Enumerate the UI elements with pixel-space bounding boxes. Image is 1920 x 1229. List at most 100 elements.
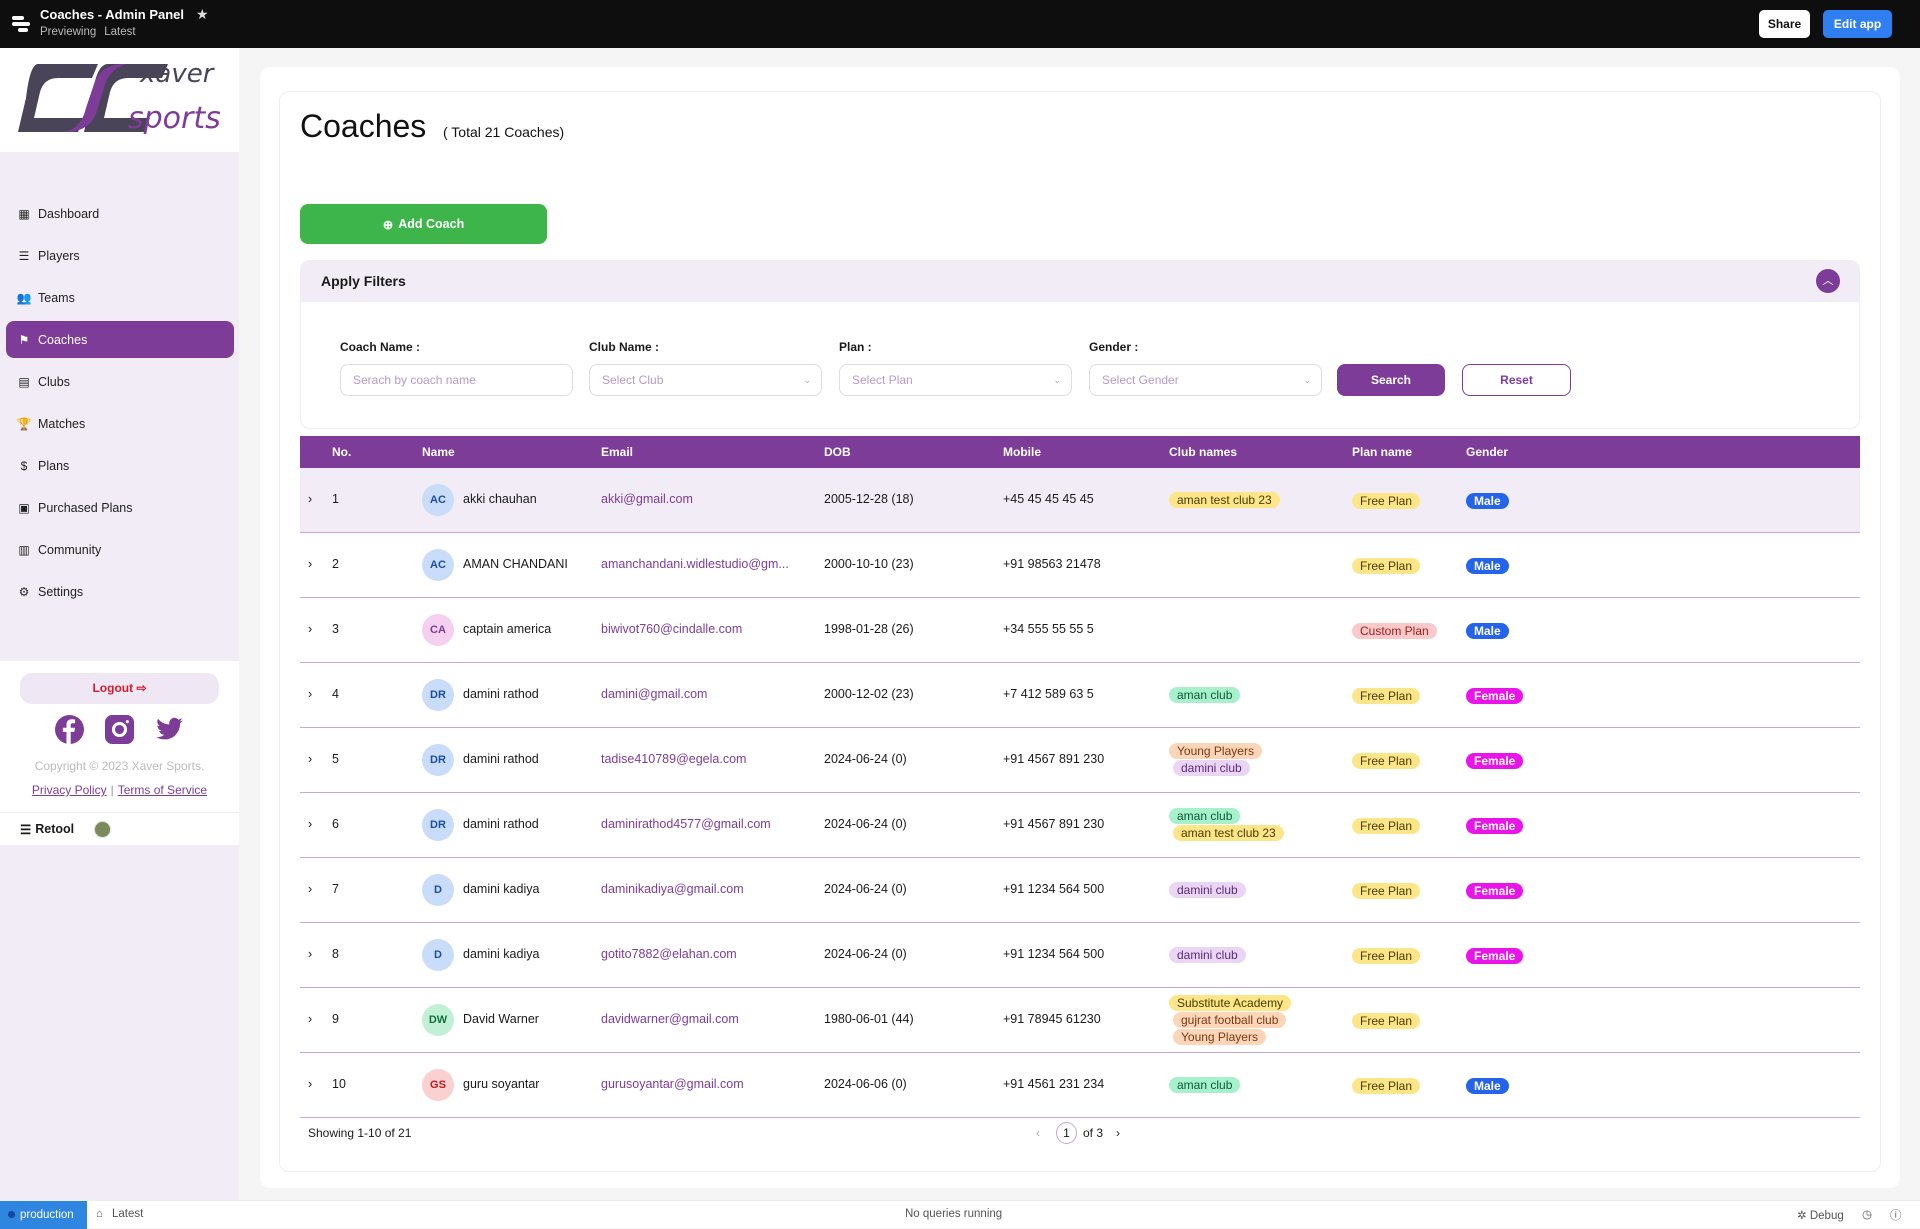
col-no[interactable]: No. bbox=[332, 445, 352, 459]
plan-placeholder: Select Plan bbox=[852, 373, 913, 387]
twitter-icon[interactable] bbox=[155, 715, 184, 744]
expand-chevron-icon[interactable]: › bbox=[308, 622, 313, 636]
sidebar-item-label: Matches bbox=[38, 416, 86, 431]
email-link[interactable]: gurusoyantar@gmail.com bbox=[601, 1077, 744, 1091]
collapse-chevron-up-icon[interactable]: ︿ bbox=[1816, 269, 1840, 293]
next-page-icon[interactable]: › bbox=[1116, 1126, 1120, 1140]
debug-icon: ✲ bbox=[1797, 1210, 1807, 1222]
email-link[interactable]: gotito7882@elahan.com bbox=[601, 947, 737, 961]
table-row[interactable]: › 4 DR damini rathod damini@gmail.com 20… bbox=[300, 663, 1860, 728]
sidebar-item-label: Community bbox=[38, 542, 102, 557]
email-link[interactable]: biwivot760@cindalle.com bbox=[601, 622, 743, 636]
mobile: +7 412 589 63 5 bbox=[1003, 687, 1094, 701]
retool-logo-icon[interactable] bbox=[12, 16, 30, 34]
email-link[interactable]: amanchandani.widlestudio@gm... bbox=[601, 557, 789, 571]
gender-select[interactable]: Select Gender ⌄ bbox=[1089, 364, 1322, 396]
table-row[interactable]: › 3 CA captain america biwivot760@cindal… bbox=[300, 598, 1860, 663]
debug-button[interactable]: ✲ Debug bbox=[1797, 1208, 1844, 1222]
page-number-input[interactable]: 1 bbox=[1056, 1122, 1077, 1144]
avatar: DR bbox=[422, 679, 454, 711]
sidebar-item-coaches[interactable]: ⚑ Coaches bbox=[6, 321, 234, 358]
table-row[interactable]: › 8 D damini kadiya gotito7882@elahan.co… bbox=[300, 923, 1860, 988]
facebook-icon[interactable] bbox=[55, 715, 84, 744]
col-mobile[interactable]: Mobile bbox=[1003, 445, 1041, 459]
col-email[interactable]: Email bbox=[601, 445, 634, 459]
environment-badge[interactable]: production bbox=[0, 1201, 87, 1229]
gender-badge: Female bbox=[1466, 752, 1524, 769]
club-select[interactable]: Select Club ⌄ bbox=[589, 364, 822, 396]
expand-chevron-icon[interactable]: › bbox=[308, 947, 313, 961]
plan-badge: Free Plan bbox=[1352, 687, 1421, 704]
email-link[interactable]: daminikadiya@gmail.com bbox=[601, 882, 744, 896]
expand-chevron-icon[interactable]: › bbox=[308, 752, 313, 766]
sidebar-item-teams[interactable]: 👥 Teams bbox=[6, 279, 234, 316]
col-dob[interactable]: DOB bbox=[824, 445, 851, 459]
coach-name: David Warner bbox=[463, 1012, 539, 1026]
sidebar-item-plans[interactable]: $ Plans bbox=[6, 447, 234, 484]
table-row[interactable]: › 5 DR damini rathod tadise410789@egela.… bbox=[300, 728, 1860, 793]
email-link[interactable]: akki@gmail.com bbox=[601, 492, 693, 506]
history-icon[interactable]: ◷ bbox=[1862, 1209, 1873, 1221]
coach-name-placeholder: Serach by coach name bbox=[353, 373, 476, 387]
table-header: No. Name Email DOB Mobile Club names Pla… bbox=[300, 436, 1860, 468]
version-label[interactable]: Latest bbox=[112, 1208, 144, 1220]
instagram-icon[interactable] bbox=[105, 715, 134, 744]
expand-chevron-icon[interactable]: › bbox=[308, 1012, 313, 1026]
col-gender[interactable]: Gender bbox=[1466, 445, 1509, 459]
email-link[interactable]: damini@gmail.com bbox=[601, 687, 708, 701]
col-club-names[interactable]: Club names bbox=[1169, 445, 1238, 459]
gender-badge: Male bbox=[1466, 622, 1509, 639]
table-row[interactable]: › 9 DW David Warner davidwarner@gmail.co… bbox=[300, 988, 1860, 1053]
search-button[interactable]: Search bbox=[1337, 364, 1445, 396]
sidebar-item-matches[interactable]: 🏆 Matches bbox=[6, 405, 234, 442]
email-link[interactable]: tadise410789@egela.com bbox=[601, 752, 747, 766]
terms-link[interactable]: Terms of Service bbox=[117, 783, 208, 797]
club-tags: aman club aman test club 23 bbox=[1169, 793, 1284, 856]
row-number: 4 bbox=[332, 687, 339, 701]
sidebar-item-players[interactable]: ☰ Players bbox=[6, 237, 234, 274]
edit-app-button[interactable]: Edit app bbox=[1823, 10, 1892, 38]
gender-badge: Female bbox=[1466, 817, 1524, 834]
help-icon[interactable]: ⓘ bbox=[1890, 1210, 1902, 1222]
expand-chevron-icon[interactable]: › bbox=[308, 1077, 313, 1091]
xaver-sports-logo: xaver sports bbox=[0, 48, 239, 152]
user-avatar[interactable] bbox=[94, 820, 112, 838]
sidebar-item-community[interactable]: ▥ Community bbox=[6, 531, 234, 568]
share-button[interactable]: Share bbox=[1759, 10, 1810, 38]
table-row[interactable]: › 2 AC AMAN CHANDANI amanchandani.widles… bbox=[300, 533, 1860, 598]
add-coach-button[interactable]: ⊕ Add Coach bbox=[300, 204, 547, 244]
gender-badge: Female bbox=[1466, 687, 1524, 704]
sidebar-item-settings[interactable]: ⚙ Settings bbox=[6, 573, 234, 610]
expand-chevron-icon[interactable]: › bbox=[308, 557, 313, 571]
email-link[interactable]: davidwarner@gmail.com bbox=[601, 1012, 739, 1026]
expand-chevron-icon[interactable]: › bbox=[308, 687, 313, 701]
plan-select[interactable]: Select Plan ⌄ bbox=[839, 364, 1072, 396]
email-link[interactable]: daminirathod4577@gmail.com bbox=[601, 817, 771, 831]
table-row[interactable]: › 10 GS guru soyantar gurusoyantar@gmail… bbox=[300, 1053, 1860, 1118]
col-name[interactable]: Name bbox=[422, 445, 455, 459]
sidebar-item-clubs[interactable]: ▤ Clubs bbox=[6, 363, 234, 400]
privacy-policy-link[interactable]: Privacy Policy bbox=[31, 783, 107, 797]
dob: 1980-06-01 (44) bbox=[824, 1012, 914, 1026]
gender-placeholder: Select Gender bbox=[1102, 373, 1179, 387]
club-tags: damini club bbox=[1169, 923, 1246, 986]
reset-button[interactable]: Reset bbox=[1462, 364, 1571, 396]
star-icon[interactable]: ★ bbox=[196, 6, 209, 22]
expand-chevron-icon[interactable]: › bbox=[308, 817, 313, 831]
coach-name-input[interactable]: Serach by coach name bbox=[340, 364, 573, 396]
table-row[interactable]: › 6 DR damini rathod daminirathod4577@gm… bbox=[300, 793, 1860, 858]
expand-chevron-icon[interactable]: › bbox=[308, 882, 313, 896]
logout-button[interactable]: Logout ⇨ bbox=[20, 673, 219, 704]
table-row[interactable]: › 1 AC akki chauhan akki@gmail.com 2005-… bbox=[300, 468, 1860, 533]
plan-badge: Free Plan bbox=[1352, 947, 1421, 964]
retool-branding[interactable]: ☰ Retool bbox=[0, 812, 239, 845]
club-name-label: Club Name : bbox=[589, 340, 660, 354]
sidebar-item-dashboard[interactable]: ▦ Dashboard bbox=[6, 195, 234, 232]
sidebar-item-purchased-plans[interactable]: ▣ Purchased Plans bbox=[6, 489, 234, 526]
chevron-down-icon: ⌄ bbox=[803, 375, 811, 385]
expand-chevron-icon[interactable]: › bbox=[308, 492, 313, 506]
col-plan-name[interactable]: Plan name bbox=[1352, 445, 1413, 459]
table-row[interactable]: › 7 D damini kadiya daminikadiya@gmail.c… bbox=[300, 858, 1860, 923]
prev-page-icon[interactable]: ‹ bbox=[1036, 1126, 1040, 1140]
sidebar: xaver sports ▦ Dashboard ☰ Players 👥 Teams ⚑ Co… bbox=[0, 48, 239, 1200]
